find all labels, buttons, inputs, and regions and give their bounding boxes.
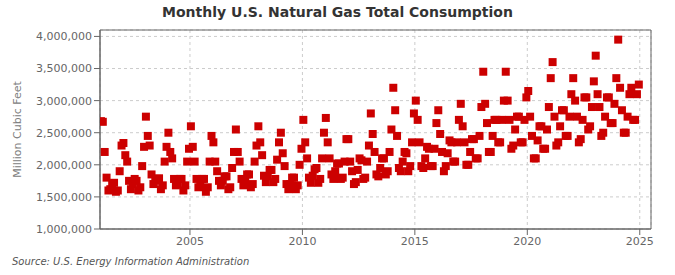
- html-text:Monthly U.S. Natural Gas Total: Monthly U.S. Natural Gas Total Consumpti…: [162, 4, 513, 20]
- svg-text:2,500,000: 2,500,000: [36, 127, 92, 140]
- svg-text:2025: 2025: [626, 235, 654, 248]
- svg-text:1,000,000: 1,000,000: [36, 223, 92, 236]
- svg-text:2005: 2005: [176, 235, 204, 248]
- svg-text:2010: 2010: [288, 235, 316, 248]
- svg-text:2,000,000: 2,000,000: [36, 159, 92, 172]
- svg-text:1,500,000: 1,500,000: [36, 191, 92, 204]
- svg-text:3,000,000: 3,000,000: [36, 95, 92, 108]
- svg-text:3,500,000: 3,500,000: [36, 62, 92, 75]
- svg-text:2015: 2015: [401, 235, 429, 248]
- svg-text:4,000,000: 4,000,000: [36, 30, 92, 43]
- html-text:Source: U.S. Energy Informatio: Source: U.S. Energy Information Administ…: [12, 256, 250, 267]
- svg-text:2020: 2020: [513, 235, 541, 248]
- svg-text:Million Cubic Feet: Million Cubic Feet: [11, 80, 24, 177]
